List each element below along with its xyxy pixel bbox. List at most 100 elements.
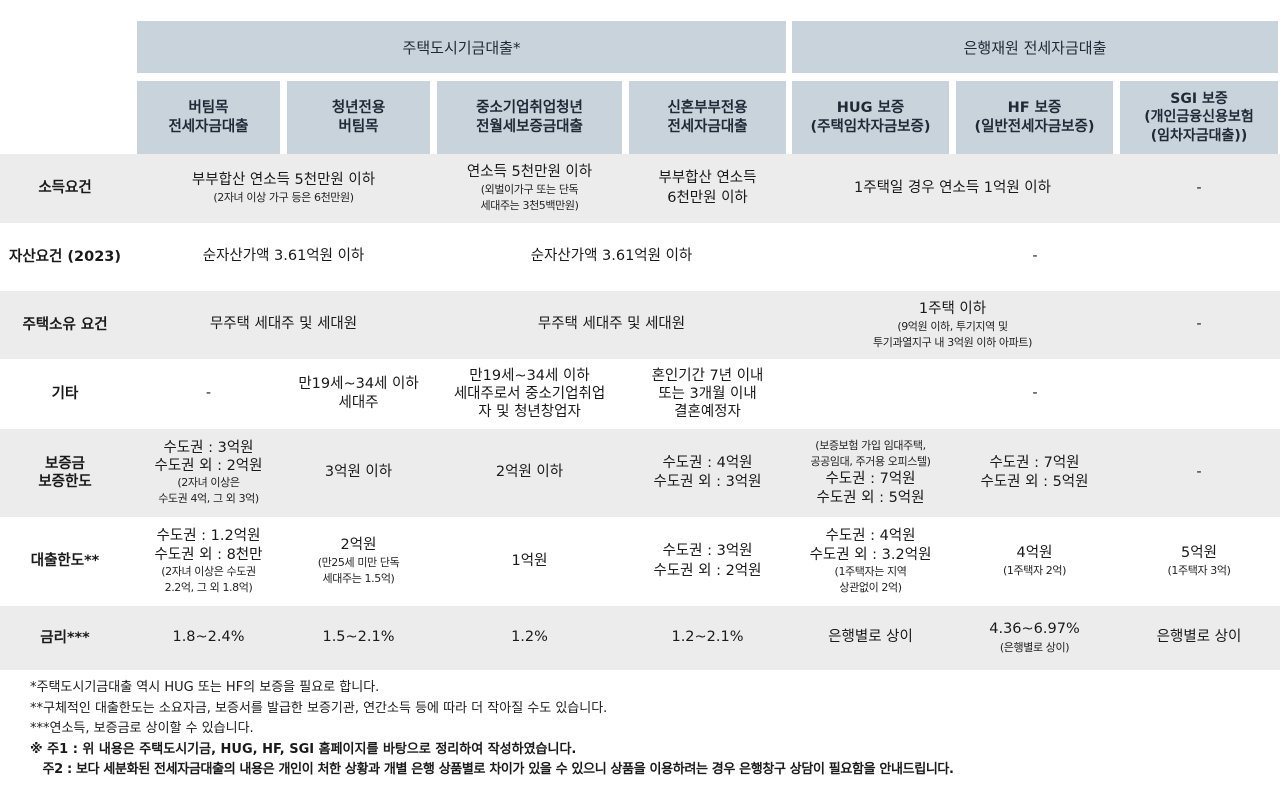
- row-label-deposit: 보증금 보증한도: [38, 455, 92, 490]
- row-band-loan: [0, 517, 1280, 606]
- asset-bank: -: [792, 223, 1278, 291]
- cell-note: (2자녀 이상 가구 등은 6천만원): [213, 191, 354, 205]
- deposit-sme-youth: 2억원 이하: [437, 429, 622, 517]
- footnotes: *주택도시기금대출 역시 HUG 또는 HF의 보증을 필요로 합니다. **구…: [30, 678, 954, 781]
- income-hug-hf: 1주택일 경우 연소득 1억원 이하: [792, 154, 1113, 223]
- col-header-sgi: SGI 보증 (개인금융신용보험 (임차자금대출)): [1120, 81, 1278, 154]
- cell-note: (은행별로 상이): [999, 640, 1070, 654]
- cell-main: 부부합산 연소득 5천만원 이하: [191, 171, 376, 188]
- col-header-hug: HUG 보증 (주택임차자금보증): [792, 81, 949, 154]
- cell-main: 3억원 이하: [324, 464, 393, 481]
- cell-main: 순자산가액 3.61억원 이하: [202, 248, 365, 265]
- housing-hug-hf: 1주택 이하 (9억원 이하, 투기지역 및 투기과열지구 내 3억원 이하 아…: [792, 291, 1113, 359]
- cell-main: 1.8~2.4%: [172, 629, 245, 646]
- cell-note: (외벌이가구 또는 단독 세대주는 3천5백만원): [480, 183, 579, 213]
- cell-main: 수도권 : 1.2억원 수도권 외 : 8천만: [154, 528, 263, 563]
- footnote-3: ***연소득, 보증금로 상이할 수 있습니다.: [30, 721, 254, 736]
- cell-note: (보증보험 가입 임대주택, 공공임대, 주거용 오피스텔): [810, 439, 931, 469]
- other-bank: -: [792, 359, 1278, 429]
- cell-main: -: [1196, 179, 1202, 196]
- cell-note: (1주택자 3억): [1167, 564, 1231, 578]
- col-header-newlywed: 신혼부부전용 전세자금대출: [629, 81, 786, 154]
- cell-main: 부부합산 연소득 6천만원 이하: [658, 170, 757, 206]
- cell-main: 1주택 이하: [918, 300, 987, 317]
- row-band-other: [0, 359, 1280, 429]
- row-band-housing: [0, 291, 1280, 359]
- cell-main: 은행별로 상이: [1156, 629, 1242, 646]
- cell-main: -: [205, 385, 212, 402]
- housing-beotimmok-youth: 무주택 세대주 및 세대원: [137, 291, 430, 359]
- col-header-sme-youth: 중소기업취업청년 전월세보증금대출: [437, 81, 622, 154]
- cell-main: 2억원 이하: [495, 464, 564, 481]
- cell-main: 2억원: [340, 537, 377, 553]
- cell-main: 1주택일 경우 연소득 1억원 이하: [854, 179, 1051, 196]
- cell-main: 1.2~2.1%: [671, 629, 744, 646]
- rate-hf: 4.36~6.97% (은행별로 상이): [956, 606, 1113, 670]
- footnote-1: *주택도시기금대출 역시 HUG 또는 HF의 보증을 필요로 합니다.: [30, 680, 380, 695]
- cell-note: (2자녀 이상은 수도권 2.2억, 그 외 1.8억): [161, 564, 256, 594]
- cell-main: 수도권 : 3억원 수도권 외 : 2억원: [154, 439, 263, 475]
- row-label-rate: 금리***: [40, 629, 90, 646]
- cell-main: 연소득 5천만원 이하: [466, 164, 593, 180]
- cell-main: 무주택 세대주 및 세대원: [537, 316, 686, 333]
- group-header-housing-fund: 주택도시기금대출*: [137, 21, 786, 73]
- cell-main: 만19세~34세 이하 세대주로서 중소기업취업 자 및 청년창업자: [453, 367, 606, 421]
- deposit-youth: 3억원 이하: [287, 429, 430, 517]
- cell-note: (2자녀 이상은 수도권 4억, 그 외 3억): [158, 476, 259, 506]
- cell-main: 1.2%: [511, 629, 548, 646]
- loan-sme-youth: 1억원: [437, 517, 622, 606]
- housing-sgi: -: [1120, 291, 1278, 359]
- other-sme-youth: 만19세~34세 이하 세대주로서 중소기업취업 자 및 청년창업자: [437, 359, 622, 429]
- cell-main: -: [1196, 464, 1202, 481]
- rate-youth: 1.5~2.1%: [287, 606, 430, 670]
- cell-main: 수도권 : 3억원 수도권 외 : 2억원: [653, 543, 762, 579]
- cell-main: 무주택 세대주 및 세대원: [209, 316, 358, 333]
- cell-main: 1.5~2.1%: [322, 629, 395, 646]
- other-youth: 만19세~34세 이하 세대주: [287, 359, 430, 429]
- col-header-youth-beotimmok: 청년전용 버팀목: [287, 81, 430, 154]
- cell-note: (9억원 이하, 투기지역 및 투기과열지구 내 3억원 이하 아파트): [873, 319, 1032, 349]
- asset-sme-newlywed: 순자산가액 3.61억원 이하: [437, 223, 786, 291]
- row-label-loan: 대출한도**: [30, 553, 100, 570]
- deposit-sgi: -: [1120, 429, 1278, 517]
- loan-newlywed: 수도권 : 3억원 수도권 외 : 2억원: [629, 517, 786, 606]
- rate-hug: 은행별로 상이: [792, 606, 949, 670]
- cell-main: -: [1032, 248, 1038, 265]
- row-band-asset: [0, 223, 1280, 291]
- cell-main: 1억원: [511, 552, 548, 569]
- cell-main: 5억원: [1181, 544, 1217, 561]
- cell-main: 수도권 : 7억원 수도권 외 : 5억원: [816, 471, 925, 506]
- cell-note: (만25세 미만 단독 세대주는 1.5억): [317, 556, 400, 586]
- other-beotimmok: -: [137, 359, 280, 429]
- income-newlywed: 부부합산 연소득 6천만원 이하: [629, 154, 786, 223]
- footnote-note-2: 주2 : 보다 세분화된 전세자금대출의 내용은 개인이 처한 상황과 개별 은…: [30, 762, 954, 777]
- row-label-other: 기타: [51, 385, 79, 402]
- row-label-housing: 주택소유 요건: [22, 316, 108, 333]
- cell-main: 4억원: [1016, 544, 1053, 561]
- rate-newlywed: 1.2~2.1%: [629, 606, 786, 670]
- row-band-rate: [0, 606, 1280, 670]
- cell-main: 수도권 : 7억원 수도권 외 : 5억원: [980, 454, 1089, 490]
- row-band-deposit: [0, 429, 1280, 517]
- rate-sgi: 은행별로 상이: [1120, 606, 1278, 670]
- deposit-newlywed: 수도권 : 4억원 수도권 외 : 3억원: [629, 429, 786, 517]
- cell-main: 혼인기간 7년 이내 또는 3개월 이내 결혼예정자: [651, 367, 764, 421]
- rate-beotimmok: 1.8~2.4%: [137, 606, 280, 670]
- cell-note: (1주택자 2억): [1003, 564, 1066, 578]
- income-beotimmok-youth: 부부합산 연소득 5천만원 이하 (2자녀 이상 가구 등은 6천만원): [137, 154, 430, 223]
- row-label-asset: 자산요건 (2023): [8, 248, 122, 265]
- loan-youth: 2억원 (만25세 미만 단독 세대주는 1.5억): [287, 517, 430, 606]
- cell-main: 4.36~6.97%: [989, 621, 1080, 638]
- footnote-2: **구체적인 대출한도는 소요자금, 보증서를 발급한 보증기관, 연간소득 등…: [30, 700, 608, 716]
- cell-main: -: [1196, 316, 1202, 333]
- income-sme-youth: 연소득 5천만원 이하 (외벌이가구 또는 단독 세대주는 3천5백만원): [437, 154, 622, 223]
- housing-sme-newlywed: 무주택 세대주 및 세대원: [437, 291, 786, 359]
- deposit-hug: (보증보험 가입 임대주택, 공공임대, 주거용 오피스텔) 수도권 : 7억원…: [792, 429, 949, 517]
- row-band-income: [0, 154, 1280, 223]
- row-label-income: 소득요건: [38, 180, 92, 197]
- footnote-note-1: ※ 주1 : 위 내용은 주택도시기금, HUG, HF, SGI 홈페이지를 …: [30, 741, 577, 757]
- loan-beotimmok: 수도권 : 1.2억원 수도권 외 : 8천만 (2자녀 이상은 수도권 2.2…: [137, 517, 280, 606]
- col-header-hf: HF 보증 (일반전세자금보증): [956, 81, 1113, 154]
- cell-main: 만19세~34세 이하 세대주: [298, 375, 419, 411]
- cell-main: 은행별로 상이: [828, 629, 913, 646]
